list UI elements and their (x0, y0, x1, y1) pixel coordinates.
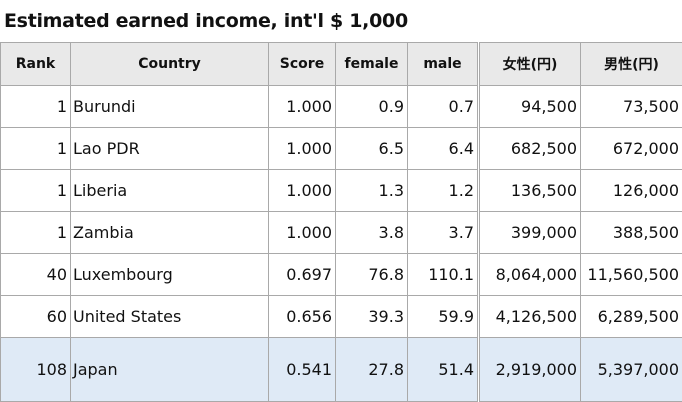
table-cell: 5,397,000 (581, 338, 682, 402)
table-cell: 59.9 (408, 296, 479, 338)
column-header: female (336, 43, 408, 86)
table-cell: Luxembourg (71, 254, 269, 296)
table-cell: Liberia (71, 170, 269, 212)
table-cell: 1 (1, 170, 71, 212)
table-cell: 110.1 (408, 254, 479, 296)
table-cell: 1.000 (269, 212, 336, 254)
table-cell: 3.8 (336, 212, 408, 254)
table-cell: 1.2 (408, 170, 479, 212)
table-cell: 388,500 (581, 212, 682, 254)
table-cell: 2,919,000 (479, 338, 581, 402)
table-cell: 1.000 (269, 128, 336, 170)
table-cell: 1.000 (269, 86, 336, 128)
table-title: Estimated earned income, int'l $ 1,000 (0, 0, 682, 42)
table-cell: 108 (1, 338, 71, 402)
table-cell: 0.656 (269, 296, 336, 338)
table-cell: 94,500 (479, 86, 581, 128)
table-cell: 0.7 (408, 86, 479, 128)
table-cell: Japan (71, 338, 269, 402)
table-cell: 73,500 (581, 86, 682, 128)
table-cell: 136,500 (479, 170, 581, 212)
table-cell: 0.541 (269, 338, 336, 402)
column-header: Score (269, 43, 336, 86)
table-cell: 1 (1, 128, 71, 170)
table-cell: 672,000 (581, 128, 682, 170)
table-cell: Lao PDR (71, 128, 269, 170)
table-cell: 6.4 (408, 128, 479, 170)
table-cell: 0.697 (269, 254, 336, 296)
table-cell: 51.4 (408, 338, 479, 402)
column-header: male (408, 43, 479, 86)
table-cell: United States (71, 296, 269, 338)
table-cell: 1 (1, 86, 71, 128)
table-cell: 1 (1, 212, 71, 254)
table-cell: 8,064,000 (479, 254, 581, 296)
table-cell: 3.7 (408, 212, 479, 254)
table-cell: 27.8 (336, 338, 408, 402)
table-cell: Zambia (71, 212, 269, 254)
table-cell: 1.3 (336, 170, 408, 212)
column-header: 女性(円) (479, 43, 581, 86)
column-header: Rank (1, 43, 71, 86)
column-header: Country (71, 43, 269, 86)
table-cell: 0.9 (336, 86, 408, 128)
table-cell: 40 (1, 254, 71, 296)
table-cell: 76.8 (336, 254, 408, 296)
table-cell: 1.000 (269, 170, 336, 212)
table-cell: 11,560,500 (581, 254, 682, 296)
table-cell: 39.3 (336, 296, 408, 338)
table-cell: 6,289,500 (581, 296, 682, 338)
table-cell: 6.5 (336, 128, 408, 170)
table-cell: 4,126,500 (479, 296, 581, 338)
column-header: 男性(円) (581, 43, 682, 86)
table-cell: 126,000 (581, 170, 682, 212)
table-cell: 60 (1, 296, 71, 338)
table-cell: Burundi (71, 86, 269, 128)
table-cell: 682,500 (479, 128, 581, 170)
table-cell: 399,000 (479, 212, 581, 254)
